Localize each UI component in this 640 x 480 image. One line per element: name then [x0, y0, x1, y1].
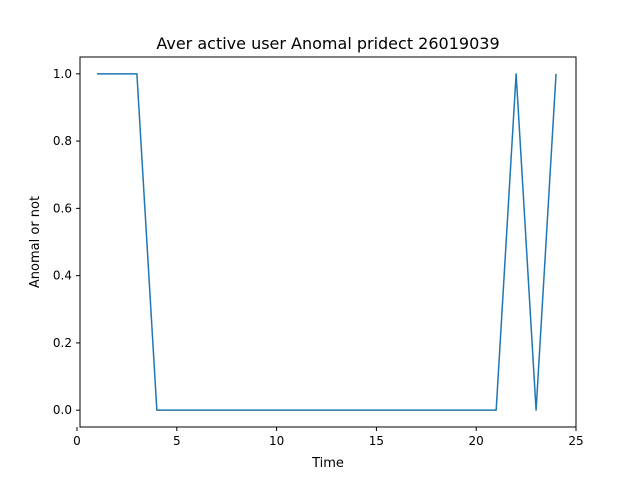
y-tick-label: 0.0	[53, 403, 72, 417]
y-tick-label: 0.2	[53, 336, 72, 350]
x-axis-label: Time	[311, 456, 344, 471]
y-tick-label: 0.4	[53, 269, 72, 283]
x-tick-label: 15	[369, 434, 384, 448]
axes-frame	[79, 56, 577, 428]
y-axis: 0.0 0.2 0.4 0.6 0.8 1.0	[53, 67, 80, 417]
plot-area	[96, 73, 557, 411]
x-tick-label: 5	[173, 434, 181, 448]
y-tick-label: 0.8	[53, 134, 72, 148]
y-tick-label: 0.6	[53, 201, 72, 215]
x-tick-label: 0	[73, 434, 81, 448]
x-axis: 0 5 10 15 20 25	[73, 427, 584, 448]
y-axis-label: Anomal or not	[28, 196, 43, 288]
chart-title: Aver active user Anomal pridect 26019039	[156, 34, 499, 53]
series-line	[96, 73, 557, 411]
x-tick-label: 25	[568, 434, 583, 448]
x-tick-label: 20	[469, 434, 484, 448]
y-tick-label: 1.0	[53, 67, 72, 81]
x-tick-label: 10	[269, 434, 284, 448]
